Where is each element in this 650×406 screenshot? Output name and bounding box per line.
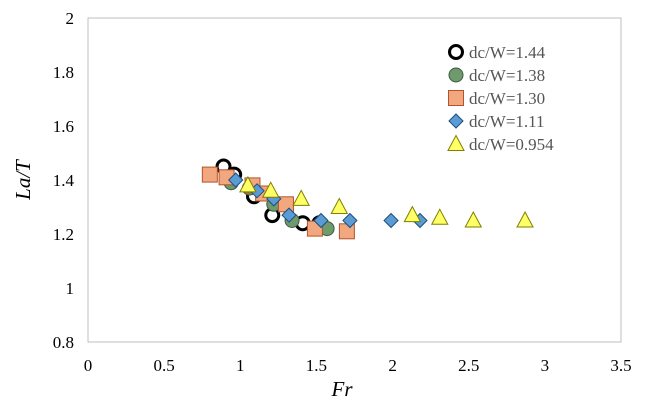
x-tick-label: 1.5 <box>306 356 327 375</box>
legend-label: dc/W=1.11 <box>469 112 545 131</box>
legend-marker <box>449 91 464 106</box>
x-tick-label: 2.5 <box>458 356 479 375</box>
legend-marker <box>450 46 463 59</box>
legend-marker <box>449 68 463 82</box>
data-point <box>202 167 217 182</box>
x-tick-label: 1 <box>236 356 245 375</box>
y-tick-label: 1.6 <box>53 117 74 136</box>
legend-label: dc/W=1.30 <box>469 89 545 108</box>
legend-label: dc/W=0.954 <box>469 135 554 154</box>
y-tick-labels: 0.8 1 1.2 1.4 1.6 1.8 2 <box>53 9 75 352</box>
x-tick-label: 0 <box>84 356 93 375</box>
y-tick-label: 2 <box>66 9 75 28</box>
y-tick-label: 0.8 <box>53 333 74 352</box>
x-tick-label: 2 <box>388 356 397 375</box>
y-axis-title: La/T <box>11 159 35 201</box>
y-tick-label: 1 <box>66 279 75 298</box>
y-tick-label: 1.2 <box>53 225 74 244</box>
data-point <box>339 224 354 239</box>
legend-label: dc/W=1.44 <box>469 43 546 62</box>
legend-label: dc/W=1.38 <box>469 66 545 85</box>
x-axis-title: Fr <box>331 377 354 401</box>
x-tick-labels: 0 0.5 1 1.5 2 2.5 3 3.5 <box>84 356 632 375</box>
x-tick-label: 3 <box>541 356 550 375</box>
x-tick-label: 0.5 <box>154 356 175 375</box>
x-tick-label: 3.5 <box>610 356 631 375</box>
y-tick-label: 1.4 <box>53 171 75 190</box>
y-tick-label: 1.8 <box>53 63 74 82</box>
